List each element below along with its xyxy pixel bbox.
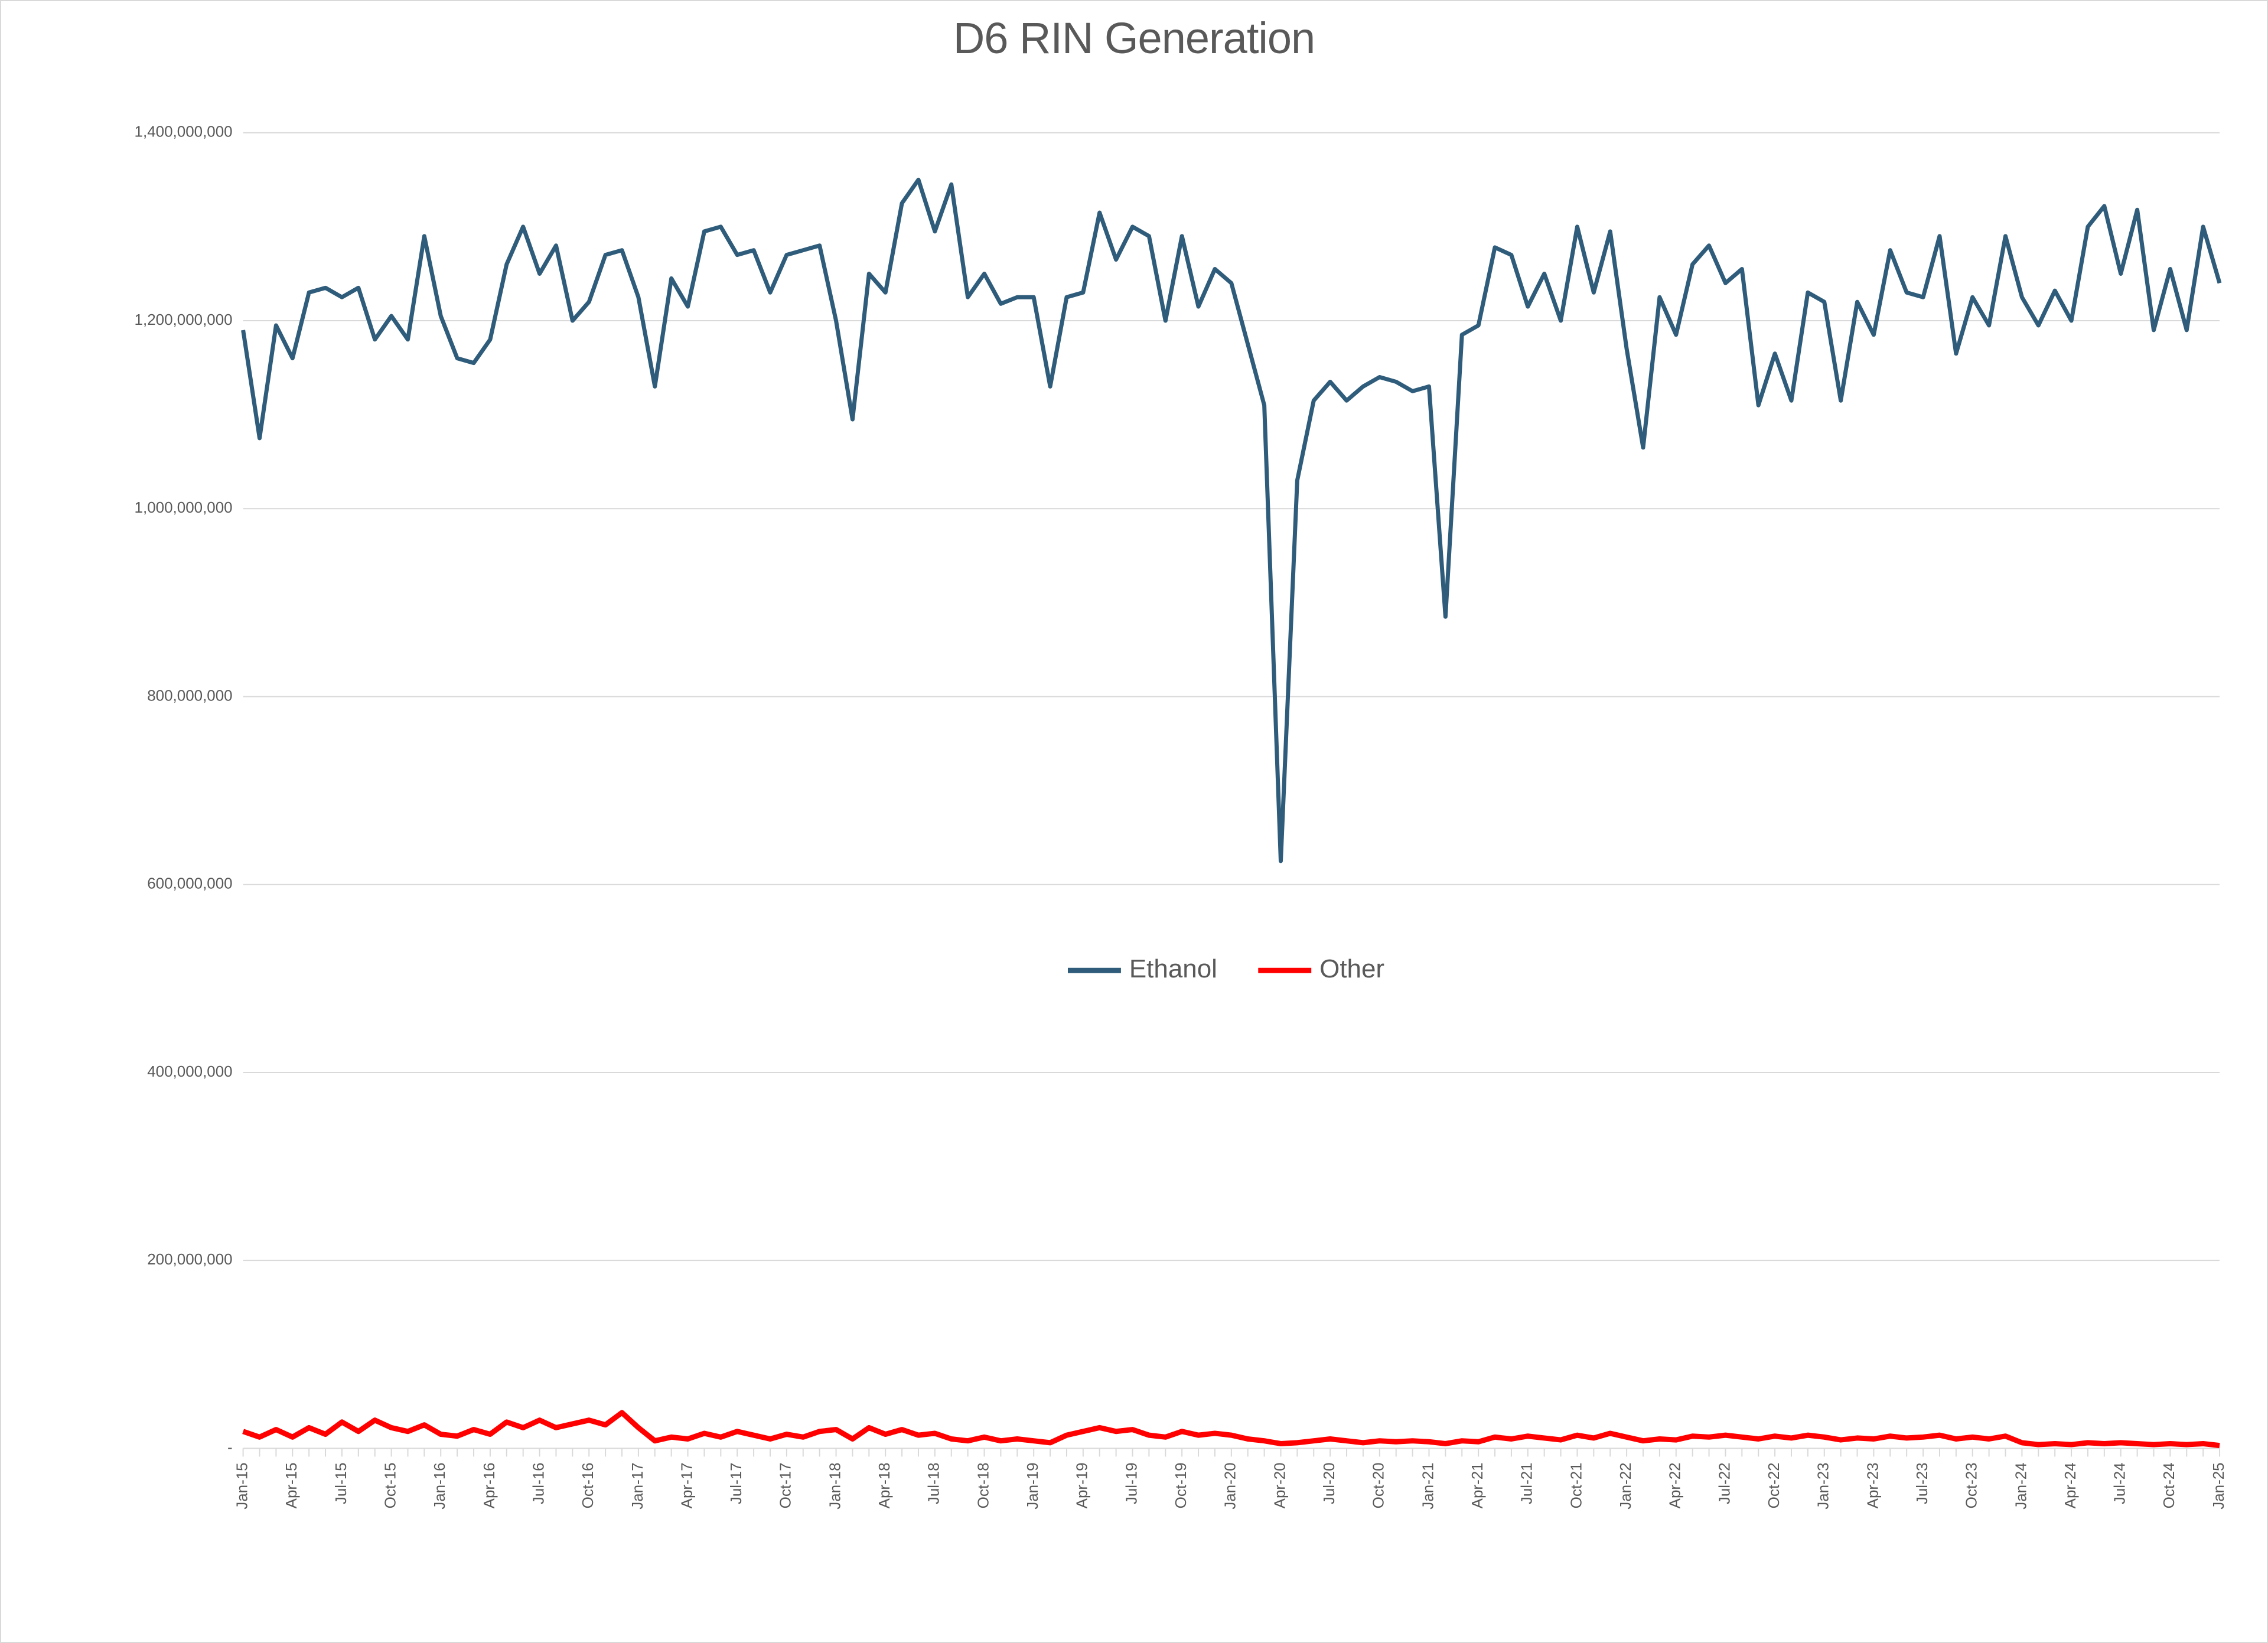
x-axis-tick-label: Jan-21 [1419, 1462, 1436, 1509]
y-axis-tick-label: - [227, 1438, 233, 1456]
x-axis-tick-label: Oct-16 [579, 1462, 597, 1508]
x-axis-tick-label: Apr-22 [1666, 1462, 1684, 1508]
y-axis-tick-label: 600,000,000 [147, 875, 232, 892]
x-axis-tick-label: Jan-19 [1024, 1462, 1041, 1509]
x-axis-tick-label: Jul-18 [925, 1462, 943, 1504]
x-axis-tick-label: Oct-20 [1370, 1462, 1387, 1508]
series-line-other [243, 1413, 2220, 1446]
x-axis-tick-label: Jan-23 [1814, 1462, 1832, 1509]
chart-frame: D6 RIN Generation - 200,000,000 400,000,00… [0, 0, 2268, 1643]
chart-body: - 200,000,000 400,000,000 600,000,000 800,00… [25, 63, 2243, 1630]
x-axis-tick-label: Apr-21 [1468, 1462, 1486, 1508]
x-axis-tick-label: Jul-23 [1913, 1462, 1931, 1504]
x-axis-tick-label: Jan-20 [1221, 1462, 1239, 1509]
x-axis-tick-label: Apr-24 [2061, 1462, 2079, 1508]
y-axis-tick-label: 800,000,000 [147, 686, 232, 704]
y-axis-tick-label: 200,000,000 [147, 1250, 232, 1268]
x-axis-tick-label: Apr-19 [1073, 1462, 1091, 1508]
x-axis-tick-label: Jul-24 [2111, 1462, 2129, 1504]
chart-title: D6 RIN Generation [25, 13, 2243, 63]
x-axis-tick-label: Jul-21 [1518, 1462, 1536, 1504]
x-axis-tick-label: Oct-24 [2160, 1462, 2178, 1508]
x-axis-tick-label: Jan-25 [2210, 1462, 2227, 1509]
x-axis-tick-label: Jul-19 [1122, 1462, 1140, 1504]
x-axis-tick-label: Oct-21 [1567, 1462, 1585, 1508]
x-axis-tick-label: Jan-24 [2012, 1462, 2029, 1509]
x-axis-tick-label: Jan-16 [431, 1462, 448, 1509]
y-axis-tick-label: 1,200,000,000 [135, 311, 233, 328]
x-axis-tick-label: Oct-18 [974, 1462, 992, 1508]
x-axis-tick-label: Apr-23 [1863, 1462, 1881, 1508]
x-axis-tick-label: Jul-20 [1320, 1462, 1338, 1504]
x-axis-tick-label: Apr-18 [875, 1462, 893, 1508]
x-axis-tick-label: Apr-15 [282, 1462, 300, 1508]
x-axis-tick-label: Jul-16 [529, 1462, 547, 1504]
x-axis-tick-label: Oct-22 [1765, 1462, 1783, 1508]
y-axis-tick-label: 1,000,000,000 [135, 498, 233, 516]
x-axis-tick-label: Apr-20 [1270, 1462, 1288, 1508]
x-axis-tick-label: Oct-17 [777, 1462, 794, 1508]
x-axis-tick-label: Jan-22 [1617, 1462, 1634, 1509]
legend: Ethanol Other [1068, 954, 1384, 983]
x-axis-tick-label: Oct-15 [381, 1462, 399, 1508]
x-axis-tick-label: Oct-23 [1963, 1462, 1980, 1508]
x-axis-tick-label: Jan-15 [233, 1462, 250, 1509]
x-axis-tick-label: Apr-17 [677, 1462, 695, 1508]
legend-label: Other [1319, 954, 1384, 983]
x-axis-tick-label: Jan-17 [628, 1462, 646, 1509]
x-axis-tick-label: Oct-19 [1172, 1462, 1190, 1508]
series-line-ethanol [243, 180, 2220, 861]
x-axis-tick-label: Jul-17 [727, 1462, 745, 1504]
x-axis-tick-label: Jul-15 [332, 1462, 350, 1504]
x-axis-tick-label: Jul-22 [1715, 1462, 1733, 1504]
y-axis-tick-label: 1,400,000,000 [135, 123, 233, 141]
legend-label: Ethanol [1129, 954, 1217, 983]
y-axis-tick-label: 400,000,000 [147, 1062, 232, 1080]
x-axis-tick-label: Jan-18 [826, 1462, 843, 1509]
chart-svg: - 200,000,000 400,000,000 600,000,000 800,00… [25, 63, 2243, 1630]
x-axis-tick-label: Apr-16 [480, 1462, 498, 1508]
